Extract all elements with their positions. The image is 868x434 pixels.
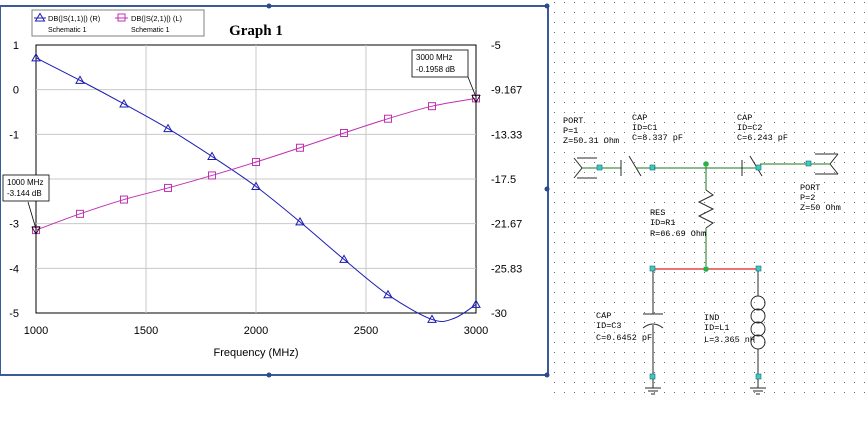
- x-tick-label: 2500: [354, 325, 378, 337]
- schematic[interactable]: PORT P=1 Z=50.31 Ohm CAP ID=C1 C=8.337 p…: [563, 113, 841, 395]
- left-tick-label: -1: [9, 129, 19, 141]
- marker-point[interactable]: [31, 226, 41, 235]
- port-1-label: PORT: [563, 116, 583, 126]
- graph-title: Graph 1: [229, 23, 283, 39]
- cap-c2-label: CAP: [737, 113, 752, 123]
- ind-l1[interactable]: IND ID=L1 L=3.365 nH: [704, 271, 766, 395]
- right-tick-label: -25.83: [491, 263, 522, 275]
- cap-c1-id: ID=C1: [632, 123, 658, 133]
- data-point-s21[interactable]: [428, 102, 436, 111]
- data-point-s11[interactable]: [251, 181, 261, 191]
- x-tick-label: 3000: [464, 325, 488, 337]
- data-point-s11[interactable]: [31, 52, 41, 62]
- left-tick-label: -5: [9, 308, 19, 320]
- x-tick-label: 1500: [134, 325, 158, 337]
- cap-c3-value: C=0.6452 pF: [596, 333, 652, 343]
- ind-l1-value: L=3.365 nH: [704, 335, 755, 345]
- cap-c1[interactable]: CAP ID=C1 C=8.337 pF: [602, 113, 683, 177]
- legend-source-s11: Schematic 1: [48, 27, 87, 34]
- ind-l1-id: ID=L1: [704, 323, 730, 333]
- left-tick-label: 1: [13, 40, 19, 52]
- legend-entry-s11[interactable]: DB(|S(1,1)|) (R) Schematic 1: [34, 12, 101, 35]
- port-2-p: P=2: [800, 193, 815, 203]
- cap-c1-value: C=8.337 pF: [632, 133, 683, 143]
- legend-label-s11: DB(|S(1,1)|) (R): [48, 14, 101, 23]
- square-marker-icon: [117, 13, 126, 22]
- res-r1-value: R=66.69 Ohm: [650, 229, 706, 239]
- cap-c1-label: CAP: [632, 113, 647, 123]
- marker-1000-value: -3.144 dB: [7, 189, 42, 198]
- data-point-s21[interactable]: [340, 128, 348, 137]
- port-1-z: Z=50.31 Ohm: [563, 136, 619, 146]
- series-line-s21[interactable]: [35, 97, 477, 231]
- x-axis-ticks: 1000 1500 2000 2500 3000: [24, 325, 488, 337]
- data-point-s11[interactable]: [471, 299, 481, 308]
- x-axis-label: Frequency (MHz): [214, 347, 299, 359]
- cap-c2-value: C=6.243 pF: [737, 133, 788, 143]
- legend[interactable]: DB(|S(1,1)|) (R) Schematic 1 DB(|S(2,1)|…: [31, 9, 205, 37]
- left-tick-label: -3: [9, 219, 19, 231]
- marker-3000-value: -0.1958 dB: [416, 65, 455, 74]
- marker-callout-3000[interactable]: 3000 MHz -0.1958 dB: [411, 49, 477, 98]
- data-point-s21[interactable]: [384, 114, 392, 123]
- port-1-p: P=1: [563, 126, 578, 136]
- cap-c2-id: ID=C2: [737, 123, 763, 133]
- right-tick-label: -5: [491, 40, 501, 52]
- res-r1[interactable]: RES ID=R1 R=66.69 Ohm: [650, 167, 715, 266]
- right-tick-label: -30: [491, 308, 507, 320]
- x-tick-label: 1000: [24, 325, 48, 337]
- right-tick-label: -13.33: [491, 129, 522, 141]
- left-tick-label: -4: [9, 263, 19, 275]
- data-point-s21[interactable]: [296, 143, 304, 152]
- cap-c2[interactable]: CAP ID=C2 C=6.243 pF: [737, 113, 788, 177]
- data-point-s11[interactable]: [427, 314, 437, 323]
- left-tick-label: 0: [13, 85, 19, 97]
- port-2[interactable]: PORT P=2 Z=50 Ohm: [800, 153, 841, 213]
- resize-handles[interactable]: [266, 3, 550, 378]
- series-layer[interactable]: [31, 52, 481, 323]
- right-axis-ticks: -5 -9.167 -13.33 -17.5 -21.67 -25.83 -30: [491, 40, 522, 320]
- res-r1-label: RES: [650, 208, 665, 218]
- ground-icon: [645, 387, 661, 395]
- port-1[interactable]: PORT P=1 Z=50.31 Ohm: [563, 116, 619, 179]
- data-point-s11[interactable]: [75, 75, 85, 84]
- grid-lines: [36, 45, 476, 313]
- data-point-s21[interactable]: [76, 209, 84, 218]
- port-2-z: Z=50 Ohm: [800, 203, 841, 213]
- junction-node-top: [703, 161, 709, 167]
- data-point-s21[interactable]: [120, 195, 128, 204]
- data-point-s11[interactable]: [383, 289, 393, 299]
- cap-c3-id: ID=C3: [596, 321, 622, 331]
- data-point-s21[interactable]: [208, 171, 216, 180]
- schematic-grid[interactable]: [554, 0, 868, 400]
- data-point-s11[interactable]: [119, 98, 129, 108]
- ind-l1-label: IND: [704, 313, 719, 323]
- data-point-s11[interactable]: [207, 151, 217, 160]
- cap-c3-label: CAP: [596, 311, 611, 321]
- legend-source-s21: Schematic 1: [131, 27, 170, 34]
- legend-entry-s21[interactable]: DB(|S(2,1)|) (L) Schematic 1: [115, 13, 182, 34]
- data-point-s11[interactable]: [339, 254, 349, 263]
- junction-node-bottom: [703, 266, 709, 272]
- ground-icon: [750, 387, 766, 395]
- marker-1000-freq: 1000 MHz: [7, 178, 43, 187]
- x-tick-label: 2000: [244, 325, 268, 337]
- marker-point[interactable]: [471, 95, 481, 104]
- res-r1-id: ID=R1: [650, 218, 676, 228]
- triangle-marker-icon: [34, 12, 46, 22]
- marker-callout-1000[interactable]: 1000 MHz -3.144 dB: [2, 174, 50, 230]
- right-tick-label: -9.167: [491, 85, 522, 97]
- right-tick-label: -21.67: [491, 219, 522, 231]
- data-point-s11[interactable]: [163, 123, 173, 133]
- marker-3000-freq: 3000 MHz: [416, 53, 452, 62]
- data-point-s21[interactable]: [164, 183, 172, 192]
- right-tick-label: -17.5: [491, 174, 516, 186]
- cap-c3[interactable]: CAP ID=C3 C=0.6452 pF: [596, 271, 664, 395]
- port-2-label: PORT: [800, 183, 820, 193]
- data-point-s11[interactable]: [295, 216, 305, 226]
- legend-label-s21: DB(|S(2,1)|) (L): [131, 14, 182, 23]
- data-point-s21[interactable]: [252, 158, 260, 167]
